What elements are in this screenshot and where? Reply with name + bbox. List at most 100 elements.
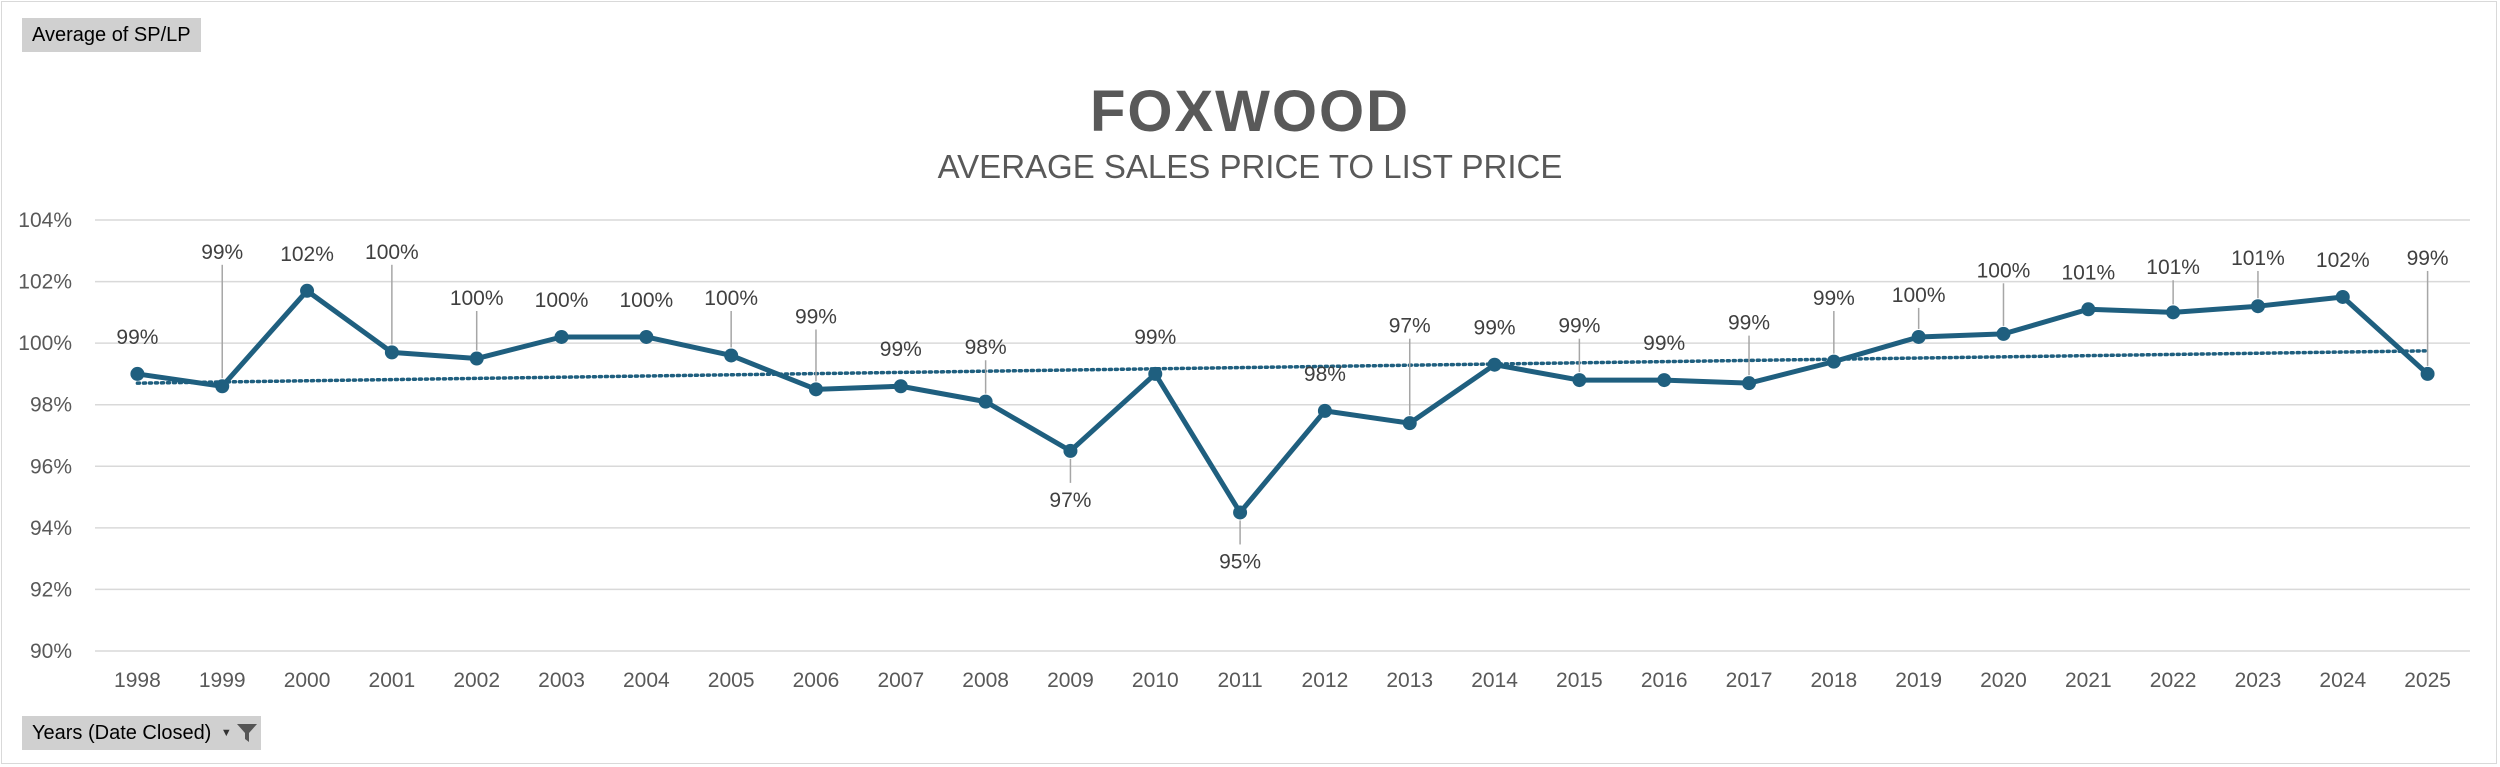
- x-tick-label: 2021: [2065, 669, 2112, 692]
- x-tick-label: 2017: [1726, 669, 1773, 692]
- dropdown-arrow-icon: ▼: [220, 727, 232, 739]
- data-point-2021: [2081, 302, 2096, 317]
- data-label-1999: 99%: [201, 241, 243, 264]
- data-label-2013: 97%: [1389, 315, 1431, 338]
- data-point-2023: [2250, 299, 2265, 314]
- data-point-2024: [2335, 289, 2350, 304]
- x-tick-label: 2013: [1386, 669, 1433, 692]
- data-point-2013: [1402, 416, 1417, 431]
- data-point-2010: [1148, 366, 1163, 381]
- x-tick-label: 2014: [1471, 669, 1518, 692]
- x-tick-label: 2010: [1132, 669, 1179, 692]
- data-label-2008: 98%: [965, 336, 1007, 359]
- axis-field-label: Years (Date Closed): [32, 722, 212, 744]
- data-label-2007: 99%: [880, 338, 922, 361]
- x-tick-label: 2006: [793, 669, 840, 692]
- y-axis: 90% 92% 94% 96% 98% 100% 102% 104%: [18, 209, 72, 663]
- data-point-1998: [130, 366, 145, 381]
- x-tick-label: 2008: [962, 669, 1009, 692]
- data-label-2024: 102%: [2316, 249, 2370, 272]
- data-point-2018: [1826, 354, 1841, 369]
- data-label-2001: 100%: [365, 241, 419, 264]
- data-label-2006: 99%: [795, 305, 837, 328]
- data-label-2016: 99%: [1643, 332, 1685, 355]
- data-label-2003: 100%: [535, 289, 589, 312]
- x-tick-label: 2007: [877, 669, 924, 692]
- data-label-2015: 99%: [1558, 315, 1600, 338]
- data-label-2017: 99%: [1728, 312, 1770, 335]
- x-tick-label: 2018: [1810, 669, 1857, 692]
- data-point-2012: [1317, 403, 1332, 418]
- data-point-2002: [469, 351, 484, 366]
- data-point-2006: [808, 382, 823, 397]
- data-point-2020: [1996, 326, 2011, 341]
- data-label-2018: 99%: [1813, 287, 1855, 310]
- data-label-2014: 99%: [1474, 317, 1516, 340]
- x-tick-label: 2005: [708, 669, 755, 692]
- data-point-2003: [554, 329, 569, 344]
- data-point-2004: [639, 329, 654, 344]
- data-label-2004: 100%: [619, 289, 673, 312]
- x-tick-label: 2003: [538, 669, 585, 692]
- data-point-2005: [724, 348, 739, 363]
- y-tick-label: 94%: [30, 517, 72, 540]
- y-tick-label: 92%: [30, 578, 72, 601]
- value-field-button[interactable]: Average of SP/LP: [22, 18, 201, 52]
- x-tick-label: 2020: [1980, 669, 2027, 692]
- data-label-2010: 99%: [1134, 326, 1176, 349]
- data-label-2005: 100%: [704, 287, 758, 310]
- value-field-label: Average of SP/LP: [32, 24, 191, 46]
- x-tick-label: 2022: [2150, 669, 2197, 692]
- data-labels: 99% 99% 102% 100% 100% 100% 100% 100% 99% 99% 98% 9…: [116, 241, 2448, 574]
- data-point-2001: [384, 345, 399, 360]
- data-point-2017: [1742, 376, 1757, 391]
- data-point-2014: [1487, 357, 1502, 372]
- x-tick-label: 2016: [1641, 669, 1688, 692]
- filter-funnel-icon[interactable]: ▼: [217, 716, 261, 750]
- data-point-2019: [1911, 329, 1926, 344]
- data-label-2012: 98%: [1304, 363, 1346, 386]
- funnel-shape: [236, 724, 257, 742]
- data-point-1999: [215, 379, 230, 394]
- data-point-2009: [1063, 443, 1078, 458]
- series-line: [137, 288, 2430, 515]
- x-axis: 1998 1999 2000 2001 2002 2003 2004 2005 2006 2007…: [114, 669, 2451, 692]
- data-label-2021: 101%: [2061, 261, 2115, 284]
- gridlines: [95, 219, 2470, 652]
- x-tick-label: 2004: [623, 669, 670, 692]
- data-point-2016: [1657, 373, 1672, 388]
- y-tick-label: 104%: [18, 209, 72, 232]
- data-markers: [130, 283, 2435, 520]
- axis-field-button[interactable]: Years (Date Closed) ▼: [22, 716, 262, 750]
- x-tick-label: 2015: [1556, 669, 1603, 692]
- data-label-2023: 101%: [2231, 247, 2285, 270]
- data-label-2000: 102%: [280, 243, 334, 266]
- trendline: [135, 349, 2430, 385]
- data-point-2025: [2420, 366, 2435, 381]
- x-tick-label: 2002: [453, 669, 500, 692]
- y-tick-label: 90%: [30, 640, 72, 663]
- x-tick-label: 1999: [199, 669, 246, 692]
- data-point-2015: [1572, 373, 1587, 388]
- data-label-2020: 100%: [1977, 259, 2031, 282]
- x-tick-label: 2025: [2404, 669, 2451, 692]
- data-label-2009: 97%: [1049, 489, 1091, 512]
- y-tick-label: 102%: [18, 271, 72, 294]
- x-tick-label: 1998: [114, 669, 161, 692]
- data-label-1998: 99%: [116, 326, 158, 349]
- data-point-2000: [300, 283, 315, 298]
- x-tick-label: 2000: [284, 669, 331, 692]
- label-leader-lines: [221, 264, 2429, 545]
- y-tick-label: 98%: [30, 394, 72, 417]
- data-point-2022: [2166, 305, 2181, 320]
- x-tick-label: 2001: [369, 669, 416, 692]
- x-tick-label: 2012: [1302, 669, 1349, 692]
- data-label-2011: 95%: [1219, 550, 1261, 573]
- data-label-2019: 100%: [1892, 284, 1946, 307]
- x-tick-label: 2024: [2319, 669, 2366, 692]
- y-tick-label: 96%: [30, 455, 72, 478]
- x-tick-label: 2019: [1895, 669, 1942, 692]
- x-tick-label: 2023: [2235, 669, 2282, 692]
